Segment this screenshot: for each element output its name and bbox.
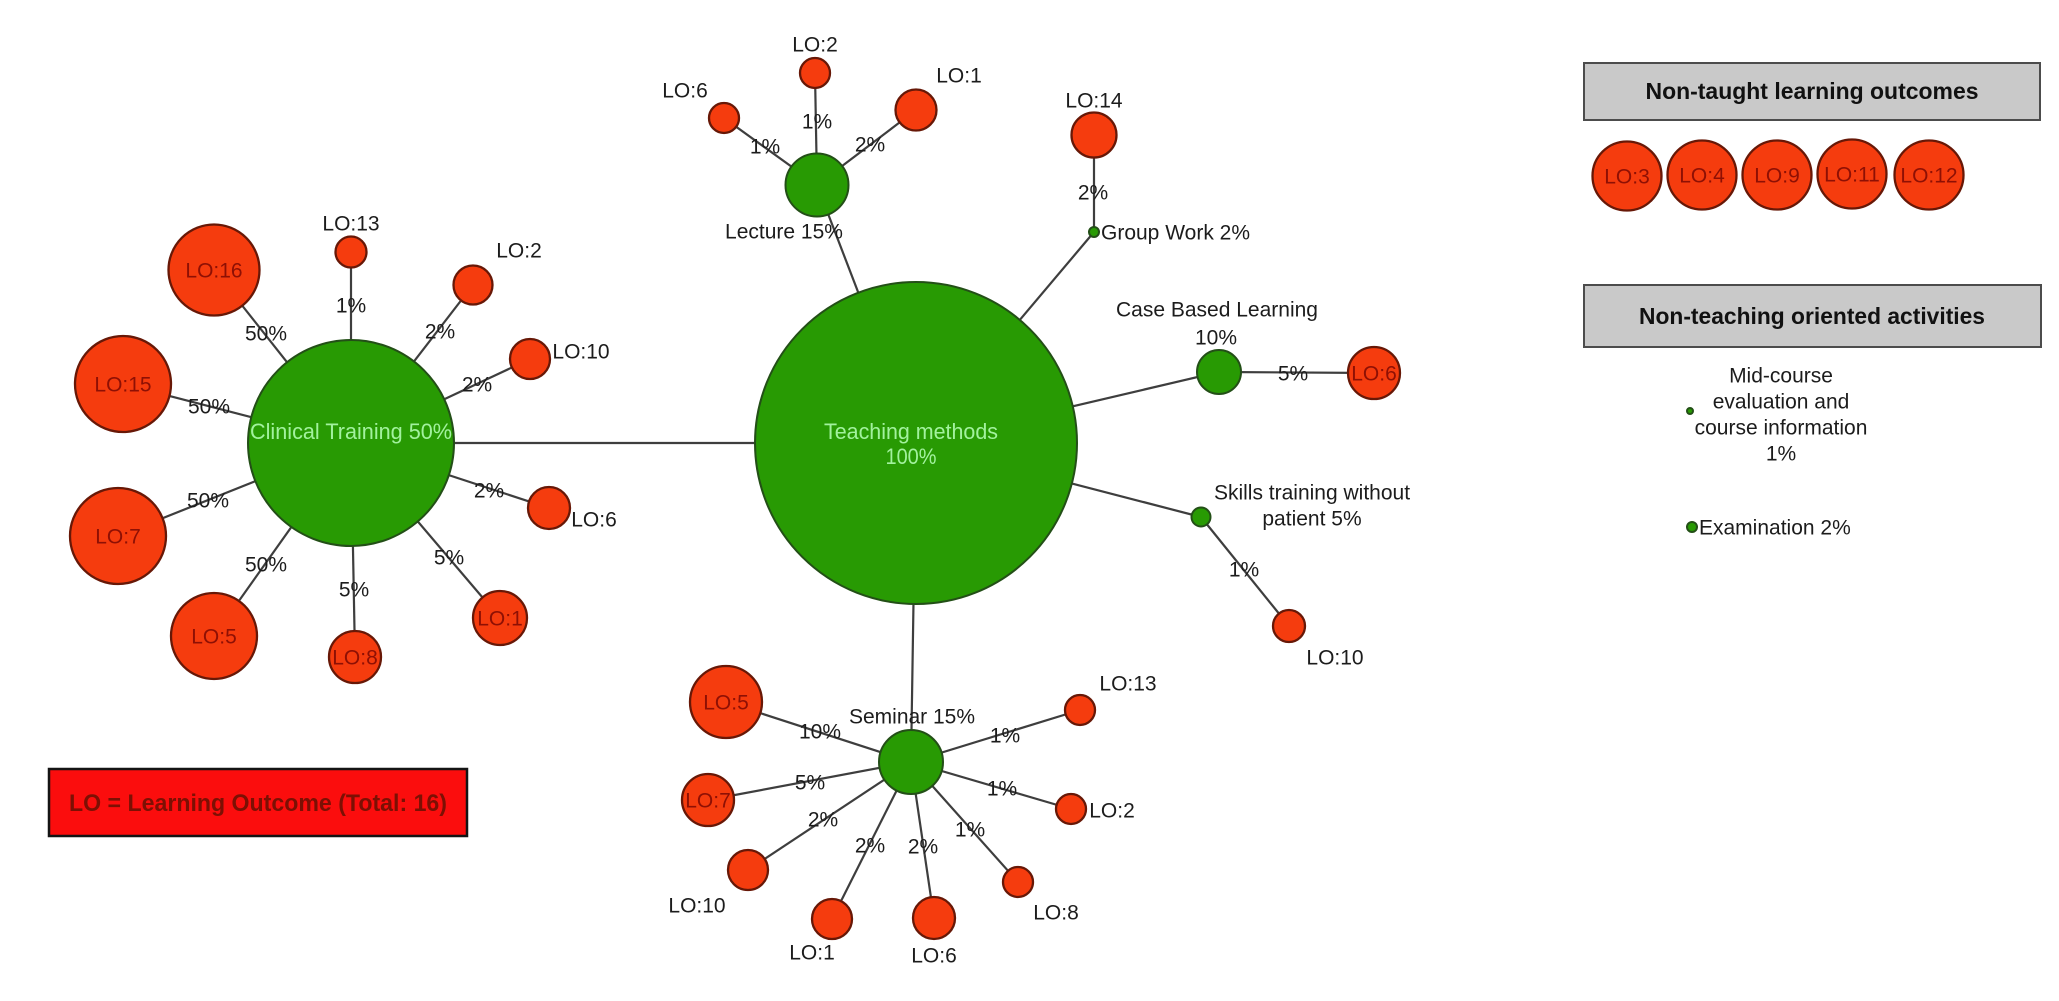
svg-text:LO:14: LO:14: [1065, 90, 1123, 113]
svg-text:LO:7: LO:7: [95, 526, 141, 549]
svg-text:LO:6: LO:6: [911, 945, 957, 968]
svg-text:Clinical Training 50%: Clinical Training 50%: [250, 419, 452, 444]
svg-text:Seminar 15%: Seminar 15%: [849, 706, 975, 729]
svg-text:2%: 2%: [425, 321, 455, 344]
svg-text:Lecture 15%: Lecture 15%: [725, 221, 843, 244]
svg-text:LO:6: LO:6: [1351, 363, 1397, 386]
svg-text:50%: 50%: [245, 323, 287, 346]
svg-text:LO:1: LO:1: [789, 942, 835, 965]
svg-text:50%: 50%: [245, 554, 287, 577]
svg-text:LO:12: LO:12: [1900, 165, 1957, 188]
svg-text:LO:11: LO:11: [1824, 164, 1880, 187]
svg-text:5%: 5%: [434, 547, 464, 570]
svg-text:LO:3: LO:3: [1604, 166, 1650, 189]
svg-text:1%: 1%: [987, 778, 1017, 801]
svg-text:10%: 10%: [799, 721, 841, 744]
svg-text:LO:1: LO:1: [477, 608, 523, 631]
svg-text:1%: 1%: [802, 111, 832, 134]
svg-text:2%: 2%: [462, 374, 492, 397]
svg-text:LO:6: LO:6: [662, 80, 708, 103]
svg-text:patient 5%: patient 5%: [1262, 508, 1361, 531]
svg-text:course information: course information: [1695, 417, 1868, 440]
svg-text:Mid-course: Mid-course: [1729, 365, 1833, 388]
svg-text:1%: 1%: [1229, 559, 1259, 582]
svg-text:LO:10: LO:10: [1306, 647, 1363, 670]
svg-text:LO:16: LO:16: [185, 260, 242, 283]
svg-text:LO:4: LO:4: [1679, 165, 1725, 188]
svg-text:5%: 5%: [1278, 363, 1308, 386]
svg-text:1%: 1%: [1766, 443, 1796, 466]
svg-text:2%: 2%: [1078, 182, 1108, 205]
svg-text:Examination 2%: Examination 2%: [1699, 517, 1851, 540]
svg-text:LO:2: LO:2: [496, 240, 542, 263]
svg-text:LO:1: LO:1: [936, 65, 982, 88]
svg-text:LO:6: LO:6: [571, 509, 617, 532]
svg-text:5%: 5%: [339, 579, 369, 602]
svg-text:LO:2: LO:2: [792, 34, 838, 57]
svg-text:LO:15: LO:15: [94, 374, 151, 397]
svg-text:50%: 50%: [188, 396, 230, 419]
svg-text:LO:5: LO:5: [703, 692, 749, 715]
svg-text:100%: 100%: [886, 444, 937, 469]
svg-text:Non-taught learning outcomes: Non-taught learning outcomes: [1646, 78, 1979, 104]
svg-text:LO:9: LO:9: [1754, 165, 1800, 188]
svg-text:Non-teaching oriented activiti: Non-teaching oriented activities: [1639, 303, 1985, 329]
svg-text:1%: 1%: [955, 819, 985, 842]
svg-text:1%: 1%: [750, 136, 780, 159]
svg-text:1%: 1%: [990, 725, 1020, 748]
svg-text:LO:2: LO:2: [1089, 800, 1135, 823]
svg-text:LO:8: LO:8: [1033, 902, 1079, 925]
svg-text:1%: 1%: [336, 295, 366, 318]
svg-text:LO:8: LO:8: [332, 647, 378, 670]
svg-text:10%: 10%: [1195, 327, 1237, 350]
svg-text:LO:13: LO:13: [1099, 673, 1156, 696]
svg-text:Group Work 2%: Group Work 2%: [1101, 222, 1250, 245]
svg-text:Skills training without: Skills training without: [1214, 482, 1410, 505]
svg-text:LO:7: LO:7: [685, 790, 731, 813]
svg-text:2%: 2%: [908, 836, 938, 859]
svg-text:LO:5: LO:5: [191, 626, 237, 649]
svg-text:2%: 2%: [855, 134, 885, 157]
svg-text:2%: 2%: [808, 809, 838, 832]
svg-text:Teaching methods: Teaching methods: [824, 419, 998, 444]
svg-text:LO = Learning Outcome (Total:: LO = Learning Outcome (Total: 16): [69, 790, 447, 817]
svg-text:LO:10: LO:10: [668, 895, 725, 918]
svg-text:2%: 2%: [855, 835, 885, 858]
svg-text:LO:10: LO:10: [552, 341, 609, 364]
svg-text:evaluation and: evaluation and: [1713, 391, 1850, 414]
svg-text:50%: 50%: [187, 490, 229, 513]
svg-text:Case Based Learning: Case Based Learning: [1116, 299, 1318, 322]
svg-text:2%: 2%: [474, 480, 504, 503]
svg-text:5%: 5%: [795, 772, 825, 795]
svg-text:LO:13: LO:13: [322, 213, 379, 236]
